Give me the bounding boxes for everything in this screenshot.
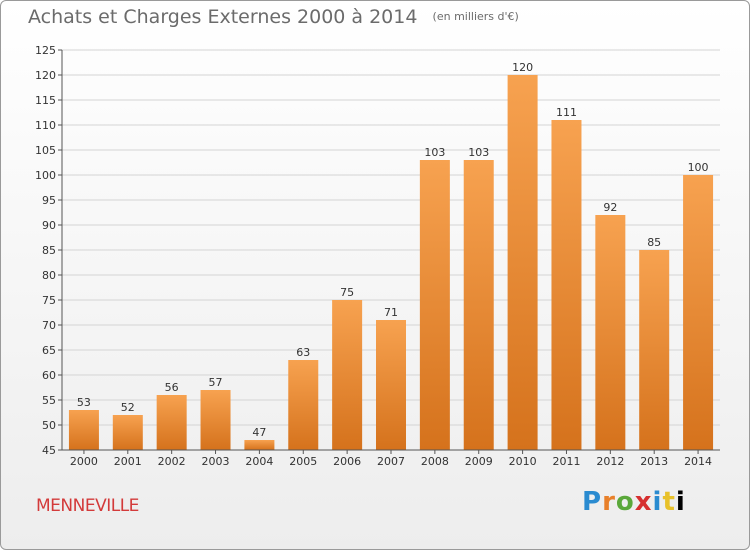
data-label: 100 — [688, 161, 709, 174]
chart-title: Achats et Charges Externes 2000 à 2014 — [28, 6, 418, 28]
bar-2000 — [68, 410, 99, 450]
y-tick-label: 85 — [42, 244, 56, 257]
y-tick-label: 100 — [35, 169, 56, 182]
y-tick-label: 95 — [42, 194, 56, 207]
y-tick-label: 105 — [35, 144, 56, 157]
data-label: 63 — [296, 346, 310, 359]
chart-header: Achats et Charges Externes 2000 à 2014 (… — [28, 6, 519, 28]
chart-unit-note: (en milliers d'€) — [432, 10, 519, 23]
y-tick-label: 110 — [35, 119, 56, 132]
bar-2002 — [156, 395, 187, 450]
bars: 53 52 56 57 47 63 75 71 103 103 120 111 92 85 100 — [68, 61, 714, 450]
x-tick-label: 2013 — [640, 455, 668, 468]
data-label: 56 — [165, 381, 179, 394]
bar-2012 — [595, 215, 626, 450]
bar-2010 — [507, 75, 538, 450]
logo-letter: P — [582, 487, 603, 517]
bar-2009 — [463, 160, 494, 450]
x-tick-label: 2004 — [245, 455, 273, 468]
data-label: 75 — [340, 286, 354, 299]
y-tick-label: 115 — [35, 94, 56, 107]
y-tick-label: 80 — [42, 269, 56, 282]
y-tick-label: 75 — [42, 294, 56, 307]
data-label: 92 — [603, 201, 617, 214]
x-tick-label: 2003 — [202, 455, 230, 468]
data-label: 103 — [468, 146, 489, 159]
y-tick-label: 125 — [35, 44, 56, 57]
logo-letter: r — [602, 487, 616, 517]
x-tick-label: 2012 — [596, 455, 624, 468]
bar-2004 — [244, 440, 275, 450]
x-tick-label: 2008 — [421, 455, 449, 468]
data-label: 52 — [121, 401, 135, 414]
x-tick-label: 2000 — [70, 455, 98, 468]
y-tick-label: 55 — [42, 394, 56, 407]
data-label: 85 — [647, 236, 661, 249]
logo-letter: i — [652, 487, 663, 517]
bar-2007 — [376, 320, 406, 450]
bar-2005 — [288, 360, 319, 450]
data-label: 103 — [424, 146, 445, 159]
x-tick-label: 2010 — [509, 455, 537, 468]
y-tick-label: 50 — [42, 419, 56, 432]
y-tick-label: 70 — [42, 319, 56, 332]
x-tick-label: 2009 — [465, 455, 493, 468]
data-label: 53 — [77, 396, 91, 409]
proxiti-logo: Proxiti — [582, 487, 686, 517]
y-tick-label: 60 — [42, 369, 56, 382]
bar-2014 — [683, 175, 714, 450]
data-label: 111 — [556, 106, 577, 119]
y-tick-label: 65 — [42, 344, 56, 357]
x-tick-label: 2005 — [289, 455, 317, 468]
logo-letter: x — [634, 487, 653, 517]
bar-2006 — [332, 300, 363, 450]
bar-2003 — [200, 390, 231, 450]
x-tick-label: 2006 — [333, 455, 361, 468]
axes: 45 50 55 60 65 70 75 80 85 90 95 100 105 110 115 120 125… — [35, 44, 720, 468]
data-label: 57 — [209, 376, 223, 389]
y-tick-label: 120 — [35, 69, 56, 82]
data-label: 120 — [512, 61, 533, 74]
data-label: 71 — [384, 306, 398, 319]
data-label: 47 — [252, 426, 266, 439]
x-tick-label: 2007 — [377, 455, 405, 468]
logo-letter: o — [615, 487, 635, 517]
x-tick-label: 2011 — [552, 455, 580, 468]
bar-2001 — [112, 415, 143, 450]
bar-2011 — [551, 120, 582, 450]
logo-letter: i — [675, 487, 686, 517]
x-tick-label: 2001 — [114, 455, 142, 468]
bar-2008 — [419, 160, 450, 450]
y-tick-label: 90 — [42, 219, 56, 232]
bar-2013 — [639, 250, 670, 450]
y-tick-label: 45 — [42, 444, 56, 457]
x-tick-label: 2002 — [158, 455, 186, 468]
logo-letter: t — [662, 487, 676, 517]
x-tick-label: 2014 — [684, 455, 712, 468]
commune-name: MENNEVILLE — [36, 496, 139, 516]
